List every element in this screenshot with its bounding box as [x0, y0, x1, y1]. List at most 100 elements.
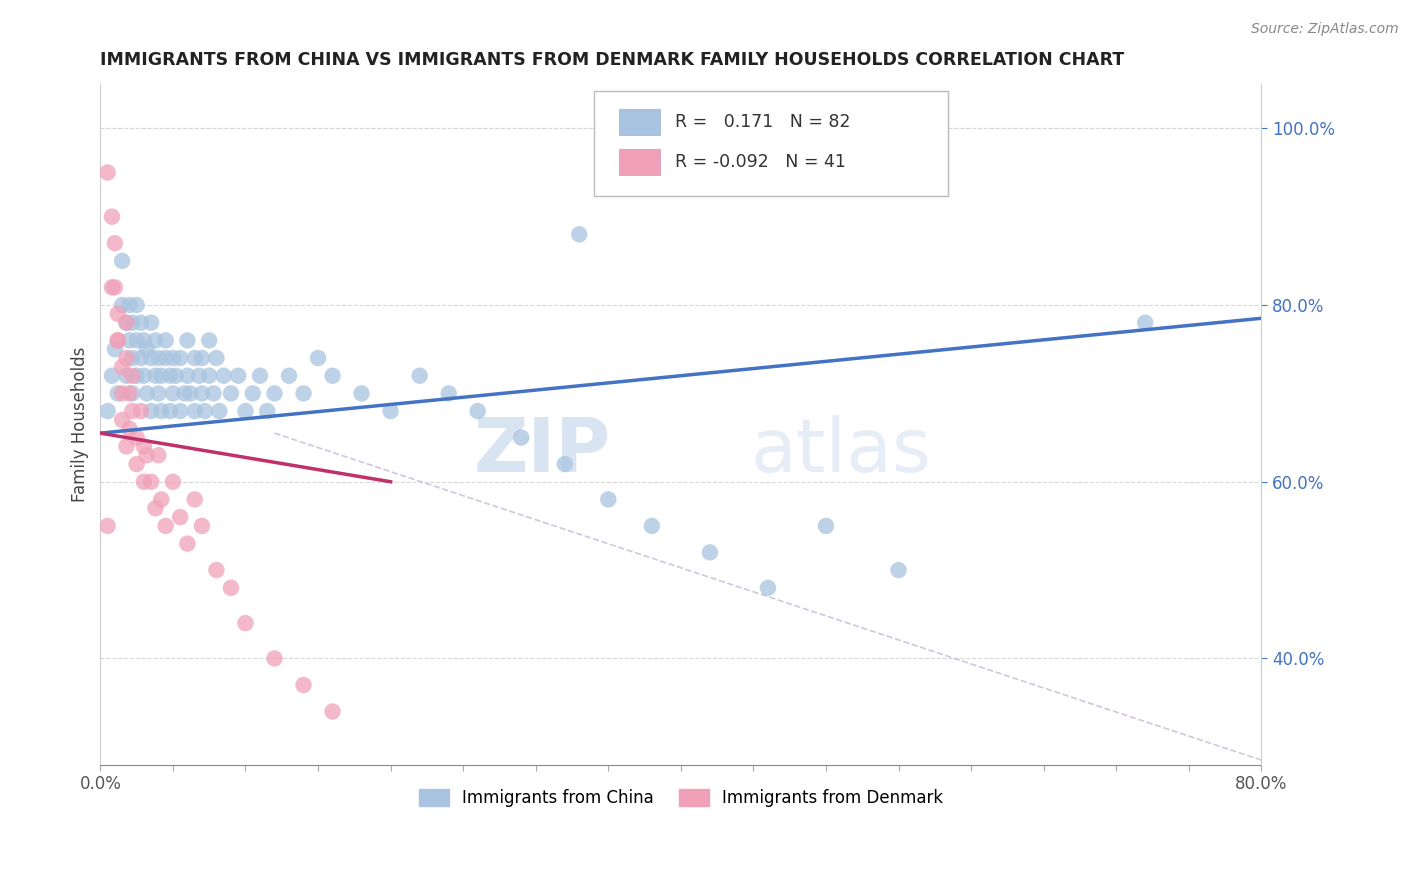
Point: [242, 386, 264, 401]
Point: [235, 616, 257, 631]
Point: [408, 368, 430, 383]
Point: [101, 210, 124, 224]
Point: [145, 501, 167, 516]
Point: [887, 563, 910, 577]
Point: [169, 351, 191, 365]
Point: [139, 351, 162, 365]
Point: [132, 439, 155, 453]
Point: [125, 431, 148, 445]
Point: [263, 386, 285, 401]
Point: [145, 368, 167, 383]
Point: [121, 386, 143, 401]
Point: [111, 298, 134, 312]
Point: [115, 316, 138, 330]
Point: [322, 705, 344, 719]
Point: [176, 536, 198, 550]
Point: [307, 351, 329, 365]
Point: [208, 404, 231, 418]
Point: [814, 519, 837, 533]
Point: [107, 307, 129, 321]
Point: [135, 448, 157, 462]
Point: [121, 368, 143, 383]
Point: [219, 386, 242, 401]
Point: [129, 404, 152, 418]
Point: [132, 368, 155, 383]
Bar: [619, 149, 659, 175]
Point: [150, 492, 173, 507]
Text: IMMIGRANTS FROM CHINA VS IMMIGRANTS FROM DENMARK FAMILY HOUSEHOLDS CORRELATION C: IMMIGRANTS FROM CHINA VS IMMIGRANTS FROM…: [100, 51, 1125, 69]
Point: [699, 545, 721, 559]
Point: [169, 510, 191, 524]
Point: [111, 413, 134, 427]
Bar: [619, 110, 659, 136]
Point: [101, 280, 124, 294]
Point: [118, 298, 141, 312]
Point: [176, 368, 198, 383]
Point: [104, 236, 127, 251]
Point: [135, 386, 157, 401]
Point: [554, 457, 576, 471]
Point: [125, 457, 148, 471]
Point: [125, 368, 148, 383]
Point: [641, 519, 664, 533]
Point: [135, 342, 157, 356]
Point: [226, 368, 249, 383]
Point: [111, 386, 134, 401]
Point: [121, 404, 143, 418]
Point: [263, 651, 285, 665]
Point: [191, 519, 214, 533]
Legend: Immigrants from China, Immigrants from Denmark: Immigrants from China, Immigrants from D…: [412, 782, 950, 814]
Point: [159, 368, 181, 383]
Point: [183, 404, 205, 418]
Point: [155, 334, 177, 348]
Point: [188, 368, 211, 383]
Point: [97, 519, 120, 533]
Point: [148, 351, 170, 365]
Point: [205, 351, 228, 365]
Point: [118, 334, 141, 348]
Point: [118, 386, 141, 401]
Point: [194, 404, 217, 418]
Point: [169, 404, 191, 418]
Point: [107, 334, 129, 348]
Point: [139, 475, 162, 489]
Y-axis label: Family Households: Family Households: [72, 347, 89, 502]
Point: [162, 351, 184, 365]
Point: [115, 316, 138, 330]
Point: [322, 368, 344, 383]
Point: [278, 368, 301, 383]
Point: [107, 386, 129, 401]
Point: [148, 448, 170, 462]
Point: [380, 404, 402, 418]
Point: [111, 253, 134, 268]
Point: [202, 386, 225, 401]
Text: R =   0.171   N = 82: R = 0.171 N = 82: [675, 113, 851, 131]
Point: [115, 439, 138, 453]
Point: [121, 316, 143, 330]
Point: [132, 475, 155, 489]
Point: [467, 404, 489, 418]
Point: [115, 351, 138, 365]
Point: [292, 678, 315, 692]
Point: [205, 563, 228, 577]
Point: [219, 581, 242, 595]
Point: [150, 404, 173, 418]
Point: [148, 386, 170, 401]
Text: atlas: atlas: [751, 415, 932, 488]
Point: [292, 386, 315, 401]
Point: [145, 334, 167, 348]
Point: [104, 280, 127, 294]
Point: [159, 404, 181, 418]
Point: [97, 404, 120, 418]
Point: [129, 316, 152, 330]
Point: [121, 351, 143, 365]
Point: [350, 386, 373, 401]
Point: [155, 351, 177, 365]
Point: [510, 431, 533, 445]
Point: [150, 368, 173, 383]
Point: [101, 368, 124, 383]
Point: [139, 316, 162, 330]
Point: [165, 368, 187, 383]
Point: [129, 351, 152, 365]
Point: [111, 359, 134, 374]
